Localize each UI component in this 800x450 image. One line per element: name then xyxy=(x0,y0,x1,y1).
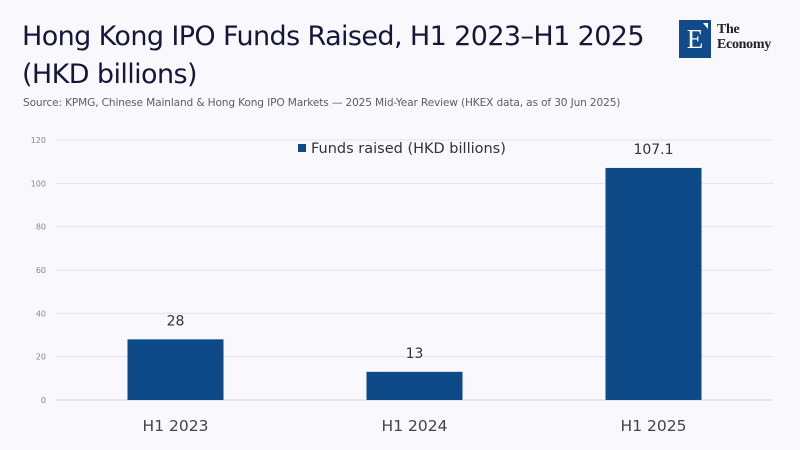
the-economy-logo: E The Economy xyxy=(679,20,789,58)
y-tick-label: 0 xyxy=(41,396,46,405)
y-axis-ticks: 0 20 40 60 80 100 120 xyxy=(31,136,46,405)
data-label: 13 xyxy=(406,346,424,362)
x-tick-label: H1 2025 xyxy=(621,417,687,435)
bar xyxy=(366,371,463,400)
y-tick-label: 100 xyxy=(31,179,46,188)
legend: Funds raised (HKD billions) xyxy=(298,141,506,157)
x-axis-ticks: H1 2023 H1 2024 H1 2025 xyxy=(143,417,687,435)
logo-wordmark: The Economy xyxy=(717,22,771,52)
y-tick-label: 60 xyxy=(36,266,46,275)
x-tick-label: H1 2024 xyxy=(382,417,448,435)
y-tick-label: 40 xyxy=(36,309,46,318)
chart-title: Hong Kong IPO Funds Raised, H1 2023–H1 2… xyxy=(22,21,645,90)
bar xyxy=(127,339,224,400)
data-labels: 28 13 107.1 xyxy=(167,142,674,362)
logo-line-2: Economy xyxy=(717,37,771,52)
y-tick-label: 20 xyxy=(36,353,46,362)
logo-e-icon: E xyxy=(679,20,711,58)
legend-swatch xyxy=(298,144,306,152)
data-label: 107.1 xyxy=(633,142,673,158)
y-tick-label: 120 xyxy=(31,136,46,145)
logo-line-1: The xyxy=(717,22,740,37)
bars xyxy=(127,167,702,400)
legend-label: Funds raised (HKD billions) xyxy=(311,141,506,157)
data-label: 28 xyxy=(167,313,185,329)
bar xyxy=(605,167,702,400)
source-note: Source: KPMG, Chinese Mainland & Hong Ko… xyxy=(23,97,621,109)
y-tick-label: 80 xyxy=(36,223,46,232)
x-tick-label: H1 2023 xyxy=(143,417,209,435)
